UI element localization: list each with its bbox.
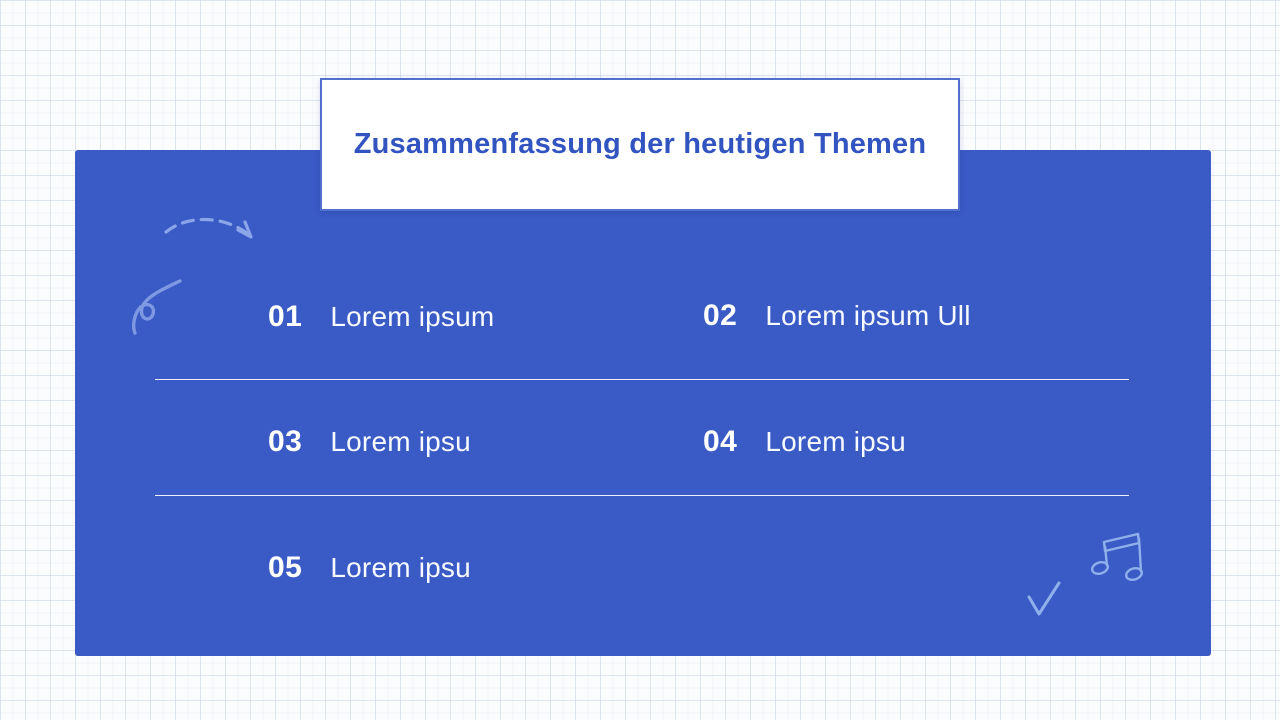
list-item-04: 04 Lorem ipsu — [703, 424, 906, 460]
row-divider — [155, 379, 1129, 380]
item-label: Lorem ipsu — [330, 426, 471, 457]
content-panel: 01 Lorem ipsum 02 Lorem ipsum Ull 03 Lor… — [75, 150, 1211, 656]
list-item-02: 02 Lorem ipsum Ull — [703, 298, 971, 334]
item-number: 02 — [703, 299, 738, 332]
music-note-icon — [1090, 530, 1150, 585]
item-label: Lorem ipsum Ull — [765, 300, 971, 331]
slide-title-box: Zusammenfassung der heutigen Themen — [320, 78, 960, 211]
list-item-05: 05 Lorem ipsu — [268, 550, 471, 586]
item-label: Lorem ipsu — [330, 552, 471, 583]
list-item-03: 03 Lorem ipsu — [268, 424, 471, 460]
item-label: Lorem ipsu — [765, 426, 906, 457]
slide-title: Zusammenfassung der heutigen Themen — [353, 128, 927, 160]
list-item-01: 01 Lorem ipsum — [268, 299, 494, 335]
checkmark-icon — [1025, 578, 1065, 620]
item-label: Lorem ipsum — [330, 301, 495, 332]
dashed-arrow-icon — [160, 210, 270, 260]
item-number: 01 — [268, 300, 303, 333]
item-number: 04 — [703, 425, 738, 458]
row-divider — [155, 495, 1129, 496]
loop-squiggle-icon — [127, 275, 197, 340]
item-number: 05 — [268, 551, 303, 584]
item-number: 03 — [268, 425, 303, 458]
